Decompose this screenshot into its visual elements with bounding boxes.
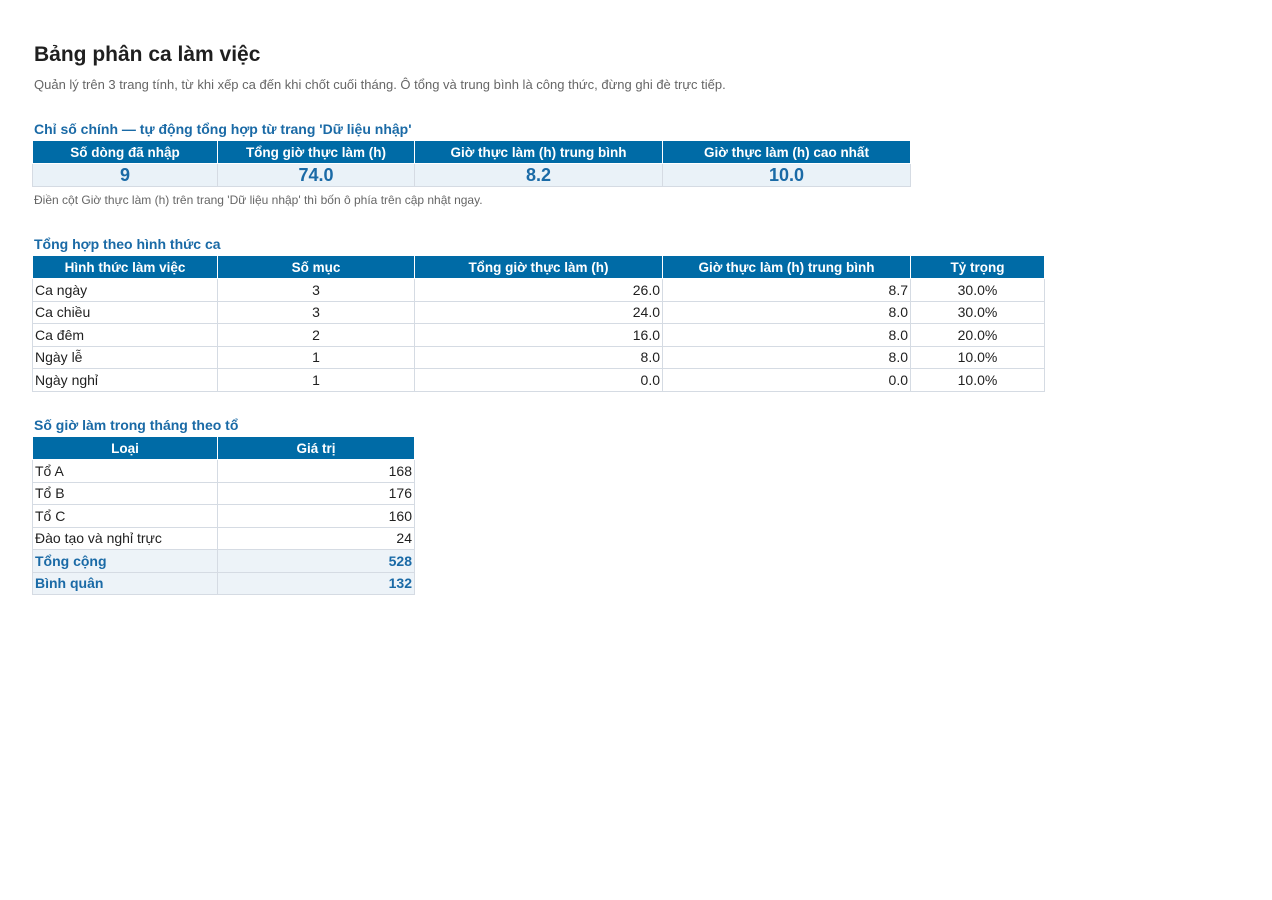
- table-row: Ca chiều 3 24.0 8.0 30.0%: [32, 300, 1045, 324]
- shift-count-cell[interactable]: 1: [217, 345, 415, 369]
- shift-total-cell[interactable]: 0.0: [414, 368, 663, 392]
- shift-avg-cell[interactable]: 0.0: [662, 368, 911, 392]
- shift-share-cell[interactable]: 30.0%: [910, 278, 1045, 302]
- shift-header-count[interactable]: Số mục: [217, 255, 415, 279]
- kpi-max-hours-value[interactable]: 10.0: [662, 163, 911, 187]
- shift-total-cell[interactable]: 8.0: [414, 345, 663, 369]
- average-value-cell[interactable]: 132: [217, 571, 415, 595]
- kpi-table: Số dòng đã nhập Tổng giờ thực làm (h) Gi…: [32, 140, 911, 187]
- kpi-value-row: 9 74.0 8.2 10.0: [32, 163, 911, 187]
- shift-count-cell[interactable]: 1: [217, 368, 415, 392]
- shift-avg-cell[interactable]: 8.0: [662, 300, 911, 324]
- team-name-cell[interactable]: Tổ A: [32, 459, 218, 483]
- team-value-cell[interactable]: 168: [217, 459, 415, 483]
- shift-share-cell[interactable]: 10.0%: [910, 345, 1045, 369]
- shift-summary-table: Hình thức làm việc Số mục Tổng giờ thực …: [32, 255, 1045, 392]
- shift-type-cell[interactable]: Ca đêm: [32, 323, 218, 347]
- table-row: Ngày nghỉ 1 0.0 0.0 10.0%: [32, 368, 1045, 392]
- kpi-note: Điền cột Giờ thực làm (h) trên trang 'Dữ…: [34, 193, 483, 207]
- team-name-cell[interactable]: Tổ C: [32, 504, 218, 528]
- table-row: Đào tạo và nghỉ trực 24: [32, 526, 415, 550]
- shift-count-cell[interactable]: 3: [217, 278, 415, 302]
- total-row: Tổng cộng 528: [32, 549, 415, 573]
- shift-header-total-hours[interactable]: Tổng giờ thực làm (h): [414, 255, 663, 279]
- shift-type-cell[interactable]: Ngày nghỉ: [32, 368, 218, 392]
- page-title: Bảng phân ca làm việc: [34, 43, 261, 66]
- page-subtitle: Quản lý trên 3 trang tính, từ khi xếp ca…: [34, 77, 726, 92]
- shift-header-share[interactable]: Tỷ trọng: [910, 255, 1045, 279]
- kpi-header-total-hours[interactable]: Tổng giờ thực làm (h): [217, 140, 415, 164]
- table-row: Tổ B 176: [32, 481, 415, 505]
- table-row: Ca đêm 2 16.0 8.0 20.0%: [32, 323, 1045, 347]
- kpi-avg-hours-value[interactable]: 8.2: [414, 163, 663, 187]
- kpi-header-avg-hours[interactable]: Giờ thực làm (h) trung bình: [414, 140, 663, 164]
- total-value-cell[interactable]: 528: [217, 549, 415, 573]
- shift-type-cell[interactable]: Ca ngày: [32, 278, 218, 302]
- kpi-rows-entered-value[interactable]: 9: [32, 163, 218, 187]
- team-header-row: Loại Giá trị: [32, 436, 415, 460]
- team-section-title: Số giờ làm trong tháng theo tổ: [34, 417, 239, 433]
- shift-avg-cell[interactable]: 8.0: [662, 323, 911, 347]
- average-row: Bình quân 132: [32, 571, 415, 595]
- shift-header-type[interactable]: Hình thức làm việc: [32, 255, 218, 279]
- kpi-header-max-hours[interactable]: Giờ thực làm (h) cao nhất: [662, 140, 911, 164]
- table-row: Tổ A 168: [32, 459, 415, 483]
- total-label-cell[interactable]: Tổng cộng: [32, 549, 218, 573]
- shift-total-cell[interactable]: 26.0: [414, 278, 663, 302]
- shift-type-cell[interactable]: Ngày lễ: [32, 345, 218, 369]
- team-value-cell[interactable]: 24: [217, 526, 415, 550]
- shift-type-cell[interactable]: Ca chiều: [32, 300, 218, 324]
- table-row: Tổ C 160: [32, 504, 415, 528]
- table-row: Ca ngày 3 26.0 8.7 30.0%: [32, 278, 1045, 302]
- team-name-cell[interactable]: Đào tạo và nghỉ trực: [32, 526, 218, 550]
- shift-share-cell[interactable]: 30.0%: [910, 300, 1045, 324]
- team-value-cell[interactable]: 160: [217, 504, 415, 528]
- shift-count-cell[interactable]: 3: [217, 300, 415, 324]
- shift-share-cell[interactable]: 20.0%: [910, 323, 1045, 347]
- team-header-type[interactable]: Loại: [32, 436, 218, 460]
- team-header-value[interactable]: Giá trị: [217, 436, 415, 460]
- kpi-header-row: Số dòng đã nhập Tổng giờ thực làm (h) Gi…: [32, 140, 911, 164]
- shift-share-cell[interactable]: 10.0%: [910, 368, 1045, 392]
- shift-total-cell[interactable]: 16.0: [414, 323, 663, 347]
- kpi-header-rows-entered[interactable]: Số dòng đã nhập: [32, 140, 218, 164]
- average-label-cell[interactable]: Bình quân: [32, 571, 218, 595]
- kpi-section-title: Chỉ số chính — tự động tổng hợp từ trang…: [34, 121, 412, 137]
- team-name-cell[interactable]: Tổ B: [32, 481, 218, 505]
- shift-avg-cell[interactable]: 8.7: [662, 278, 911, 302]
- team-hours-table: Loại Giá trị Tổ A 168 Tổ B 176 Tổ C 160 …: [32, 436, 415, 595]
- shift-header-row: Hình thức làm việc Số mục Tổng giờ thực …: [32, 255, 1045, 279]
- shift-avg-cell[interactable]: 8.0: [662, 345, 911, 369]
- team-value-cell[interactable]: 176: [217, 481, 415, 505]
- shift-total-cell[interactable]: 24.0: [414, 300, 663, 324]
- kpi-total-hours-value[interactable]: 74.0: [217, 163, 415, 187]
- shift-count-cell[interactable]: 2: [217, 323, 415, 347]
- shift-section-title: Tổng hợp theo hình thức ca: [34, 236, 221, 252]
- shift-header-avg-hours[interactable]: Giờ thực làm (h) trung bình: [662, 255, 911, 279]
- table-row: Ngày lễ 1 8.0 8.0 10.0%: [32, 345, 1045, 369]
